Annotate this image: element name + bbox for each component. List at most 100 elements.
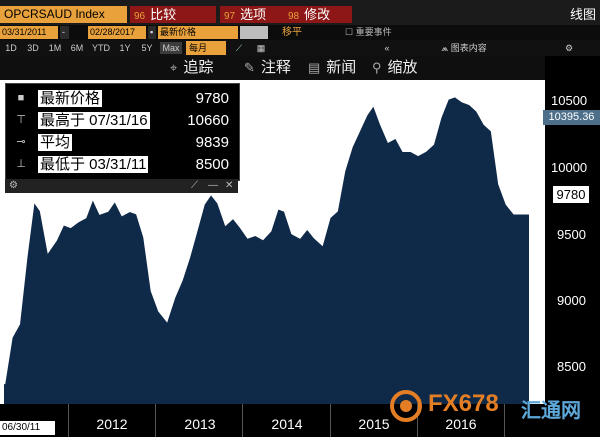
magnifier-icon: ⚲ bbox=[372, 60, 382, 75]
range-1y[interactable]: 1Y bbox=[119, 43, 131, 53]
x-gridline bbox=[155, 404, 156, 437]
chart-content-icon: ⩕ bbox=[441, 43, 451, 53]
x-tick-label: 2012 bbox=[96, 416, 128, 432]
price-line bbox=[2, 94, 529, 385]
minimize-icon[interactable]: — bbox=[208, 180, 218, 191]
x-gridline bbox=[504, 404, 505, 437]
events-label: 重要事件 bbox=[355, 27, 392, 37]
legend-row[interactable]: ⊸ 平均 9839 bbox=[6, 132, 239, 154]
range-row bbox=[0, 40, 600, 56]
y-tick-label: 10000 bbox=[551, 160, 588, 175]
x-gridline bbox=[330, 404, 331, 437]
watermark: FX678 汇通网 bbox=[386, 386, 596, 426]
range-5y[interactable]: 5Y bbox=[141, 43, 153, 53]
last-price-marker-icon: ■ bbox=[17, 92, 25, 104]
low-marker-icon: ⊥ bbox=[16, 158, 26, 170]
close-icon[interactable]: ✕ bbox=[225, 180, 234, 191]
average-marker-icon: ⊸ bbox=[16, 136, 26, 148]
range-ytd[interactable]: YTD bbox=[92, 43, 110, 53]
legend-name: 平均 bbox=[38, 134, 73, 151]
news-label: 新闻 bbox=[326, 59, 357, 76]
chart-toolbar bbox=[0, 56, 545, 80]
legend-row[interactable]: ⊥ 最低于 03/31/11 8500 bbox=[6, 154, 239, 176]
legend-name: 最高于 07/31/16 bbox=[38, 112, 150, 129]
y-tick-label: 8500 bbox=[557, 359, 586, 374]
x-gridline bbox=[68, 404, 69, 437]
legend-toolbar: ⚙ ⟋ — ✕ bbox=[5, 179, 238, 193]
news-button[interactable]: ▤ 新闻 bbox=[308, 56, 356, 80]
y-axis: 10500 10000 9500 9000 8500 bbox=[545, 56, 600, 404]
events-option[interactable]: ☐ 重要事件 bbox=[345, 25, 392, 40]
scroll-left-icon[interactable]: « bbox=[384, 43, 390, 53]
watermark-cn-text: 汇通网 bbox=[521, 400, 581, 422]
compare-number: 96 bbox=[134, 11, 146, 22]
table-icon[interactable]: ▦ bbox=[256, 43, 266, 53]
date-separator: - bbox=[60, 26, 69, 39]
last-value-tag: 9780 bbox=[553, 186, 589, 203]
x-tick-label: 2016 bbox=[445, 416, 477, 432]
gear-icon[interactable]: ⚙ bbox=[9, 180, 18, 191]
legend-name: 最新价格 bbox=[38, 90, 103, 107]
range-3d[interactable]: 3D bbox=[27, 43, 39, 53]
options-label: 选项 bbox=[240, 7, 267, 22]
settings-icon[interactable]: ⚙ bbox=[564, 43, 574, 53]
shift-label: 移平 bbox=[282, 27, 302, 38]
news-icon: ▤ bbox=[308, 60, 321, 75]
range-max[interactable]: Max bbox=[160, 42, 182, 54]
end-date-input[interactable]: 02/28/2017 bbox=[88, 26, 146, 39]
annotate-label: 注释 bbox=[260, 59, 291, 76]
x-tick-label: 2013 bbox=[184, 416, 216, 432]
color-swatch[interactable] bbox=[240, 26, 268, 39]
pin-icon[interactable]: ⟋ bbox=[191, 180, 198, 191]
x-gridline bbox=[242, 404, 243, 437]
chart-content-label: 图表内容 bbox=[450, 43, 487, 53]
watermark-logo-icon bbox=[390, 390, 422, 422]
legend-row[interactable]: ■ 最新价格 9780 bbox=[6, 88, 239, 110]
crosshair-icon: ⌖ bbox=[170, 60, 178, 75]
x-axis: 2012 2013 2014 2015 2016 bbox=[0, 404, 545, 437]
annotate-button[interactable]: ✎ 注释 bbox=[244, 56, 291, 80]
start-date-input[interactable]: 03/31/2011 bbox=[0, 26, 58, 39]
x-gridline bbox=[417, 404, 418, 437]
frequency-select[interactable]: 每月 bbox=[186, 41, 226, 55]
shift-option[interactable]: 移平 bbox=[282, 25, 302, 40]
price-chart bbox=[2, 94, 529, 404]
x-tick-label: 2015 bbox=[358, 416, 390, 432]
field-select[interactable]: 最新价格 bbox=[158, 26, 238, 39]
high-marker-icon: ⊤ bbox=[16, 114, 26, 126]
checkbox-icon: ☐ bbox=[345, 27, 356, 37]
price-area bbox=[4, 96, 529, 404]
track-label: 追踪 bbox=[183, 59, 214, 76]
zoom-label: 缩放 bbox=[387, 59, 418, 76]
modify-label: 修改 bbox=[304, 7, 331, 22]
compare-button[interactable]: 96 比较 bbox=[130, 6, 216, 23]
line-chart-icon[interactable]: ⟋ bbox=[235, 43, 243, 53]
track-button[interactable]: ⌖ 追踪 bbox=[170, 56, 213, 80]
y-tick-label: 9500 bbox=[557, 227, 586, 242]
options-number: 97 bbox=[224, 11, 236, 22]
start-date-label: 06/30/11 bbox=[0, 421, 55, 435]
modify-number: 98 bbox=[288, 11, 300, 22]
modify-button[interactable]: 98 修改 bbox=[284, 6, 352, 23]
legend-row[interactable]: ⊤ 最高于 07/31/16 10660 bbox=[6, 110, 239, 132]
watermark-text: FX678 bbox=[428, 390, 499, 417]
legend-value: 9839 bbox=[195, 134, 229, 151]
calendar-icon[interactable]: ▪ bbox=[148, 26, 156, 39]
legend-value: 9780 bbox=[195, 90, 229, 107]
range-1d[interactable]: 1D bbox=[5, 43, 17, 53]
y-tick-label: 9000 bbox=[557, 293, 586, 308]
pencil-icon: ✎ bbox=[244, 60, 255, 75]
legend-panel: ■ 最新价格 9780 ⊤ 最高于 07/31/16 10660 ⊸ 平均 98… bbox=[5, 83, 240, 181]
ticker-field[interactable]: OPCRSAUD Index bbox=[0, 6, 127, 23]
y-tick-label: 10500 bbox=[551, 93, 588, 108]
view-name: 线图 bbox=[569, 7, 596, 22]
zoom-button[interactable]: ⚲ 缩放 bbox=[372, 56, 418, 80]
legend-value: 10660 bbox=[187, 112, 229, 129]
range-1m[interactable]: 1M bbox=[48, 43, 62, 53]
range-6m[interactable]: 6M bbox=[70, 43, 84, 53]
legend-value: 8500 bbox=[195, 156, 229, 173]
high-value-tag: 10395.36 bbox=[543, 110, 600, 125]
legend-name: 最低于 03/31/11 bbox=[38, 156, 149, 173]
chart-content-button[interactable]: ⩕ 图表内容 bbox=[438, 42, 490, 54]
x-tick-label: 2014 bbox=[271, 416, 303, 432]
